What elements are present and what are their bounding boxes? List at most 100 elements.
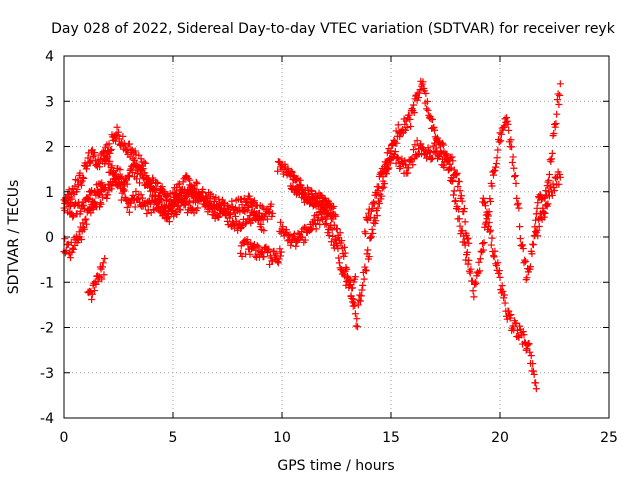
data-point xyxy=(310,216,318,224)
data-point xyxy=(189,205,197,213)
data-point xyxy=(91,287,99,295)
data-point xyxy=(419,78,427,86)
data-point xyxy=(532,379,540,387)
data-point xyxy=(91,198,99,206)
data-point xyxy=(341,249,349,257)
data-point xyxy=(543,201,551,209)
data-point xyxy=(238,252,246,260)
data-point xyxy=(417,140,425,148)
data-point xyxy=(105,140,113,148)
data-point xyxy=(456,222,464,230)
data-point xyxy=(529,241,537,249)
data-point xyxy=(176,186,184,194)
data-point xyxy=(243,235,251,243)
data-point xyxy=(89,153,97,161)
data-point xyxy=(85,158,93,166)
data-point xyxy=(476,255,484,263)
data-point xyxy=(404,164,412,172)
data-point xyxy=(489,252,497,260)
data-point xyxy=(288,168,296,176)
data-point xyxy=(263,215,271,223)
data-point xyxy=(365,253,373,261)
data-point xyxy=(327,208,335,216)
data-point xyxy=(483,208,491,216)
data-point xyxy=(61,235,69,243)
data-point xyxy=(319,193,327,201)
data-point xyxy=(80,201,88,209)
data-point xyxy=(526,348,534,356)
data-point xyxy=(388,140,396,148)
data-point xyxy=(336,229,344,237)
data-point xyxy=(533,226,541,234)
data-point xyxy=(437,149,445,157)
data-point xyxy=(179,178,187,186)
data-point xyxy=(97,185,105,193)
data-point xyxy=(63,197,71,205)
data-point xyxy=(500,123,508,131)
data-point xyxy=(87,209,95,217)
y-tick-label-5: 1 xyxy=(45,185,54,201)
data-point xyxy=(273,250,281,258)
data-point xyxy=(372,191,380,199)
data-point xyxy=(77,207,85,215)
data-point xyxy=(274,259,282,267)
data-point xyxy=(513,201,521,209)
data-point xyxy=(425,147,433,155)
data-point xyxy=(467,265,475,273)
data-point xyxy=(431,126,439,134)
data-point xyxy=(133,175,141,183)
data-point xyxy=(388,141,396,149)
data-point xyxy=(455,215,463,223)
data-point xyxy=(346,278,354,286)
data-point xyxy=(335,254,343,262)
data-point xyxy=(396,133,404,141)
data-point xyxy=(231,212,239,220)
data-point xyxy=(121,142,129,150)
series-trace-g xyxy=(276,205,359,303)
data-point xyxy=(519,328,527,336)
data-point xyxy=(372,217,380,225)
data-point xyxy=(508,158,516,166)
data-point xyxy=(354,323,362,331)
data-point xyxy=(404,169,412,177)
data-point xyxy=(374,187,382,195)
data-point xyxy=(471,278,479,286)
data-point xyxy=(171,209,179,217)
data-point xyxy=(69,245,77,253)
data-point xyxy=(470,293,478,301)
series-trace-j xyxy=(354,77,477,309)
data-point xyxy=(367,233,375,241)
data-point xyxy=(340,252,348,260)
data-point xyxy=(434,134,442,142)
data-point xyxy=(220,204,228,212)
data-point xyxy=(386,155,394,163)
data-point xyxy=(115,128,122,136)
data-point xyxy=(378,192,386,200)
data-point xyxy=(494,259,502,267)
data-point xyxy=(523,345,531,353)
data-point xyxy=(551,187,558,195)
data-point xyxy=(340,243,348,251)
data-point xyxy=(285,231,293,239)
data-point xyxy=(497,137,505,145)
data-point xyxy=(394,153,402,161)
data-point xyxy=(500,122,508,130)
data-point xyxy=(101,254,109,262)
series-trace-h xyxy=(274,158,362,331)
data-point xyxy=(253,210,261,218)
data-point xyxy=(367,214,375,222)
data-point xyxy=(155,198,163,206)
data-point xyxy=(556,91,564,99)
data-point xyxy=(184,174,192,182)
data-point xyxy=(141,202,149,210)
data-point xyxy=(325,231,333,239)
data-point xyxy=(260,227,268,235)
series-trace-n xyxy=(531,168,564,240)
data-point xyxy=(464,260,472,268)
data-point xyxy=(414,151,422,159)
data-point xyxy=(485,219,493,227)
data-point xyxy=(210,208,218,216)
data-point xyxy=(514,199,522,207)
data-point xyxy=(364,246,372,254)
data-point xyxy=(100,271,108,279)
